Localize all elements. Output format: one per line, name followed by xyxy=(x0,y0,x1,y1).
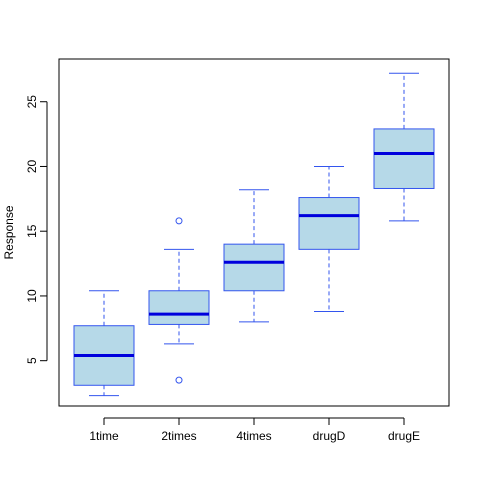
y-tick-label: 20 xyxy=(25,159,39,173)
x-tick-label: 2times xyxy=(161,429,196,443)
plot-frame xyxy=(58,58,450,407)
y-axis: 5 10 15 20 25 xyxy=(25,95,48,364)
y-tick-label: 5 xyxy=(25,357,39,364)
box-2times xyxy=(148,217,210,384)
outlier-point xyxy=(175,376,183,384)
box-iqr xyxy=(148,290,210,325)
x-tick-label: drugE xyxy=(388,429,420,443)
outlier-point xyxy=(175,217,183,225)
box-iqr xyxy=(223,243,285,292)
box-1time xyxy=(73,290,135,397)
boxes xyxy=(73,72,435,397)
box-drugD xyxy=(298,165,360,312)
y-tick-label: 25 xyxy=(25,95,39,109)
x-tick-label: drugD xyxy=(313,429,346,443)
box-4times xyxy=(223,189,285,323)
box-iqr xyxy=(298,197,360,250)
x-axis: 1time 2times 4times drugD drugE xyxy=(89,417,420,443)
y-tick-label: 15 xyxy=(25,224,39,238)
box-iqr xyxy=(373,128,435,189)
box-drugE xyxy=(373,72,435,222)
y-axis-title: Response xyxy=(2,205,16,259)
x-tick-label: 1time xyxy=(89,429,119,443)
x-tick-label: 4times xyxy=(236,429,271,443)
y-tick-label: 10 xyxy=(25,289,39,303)
